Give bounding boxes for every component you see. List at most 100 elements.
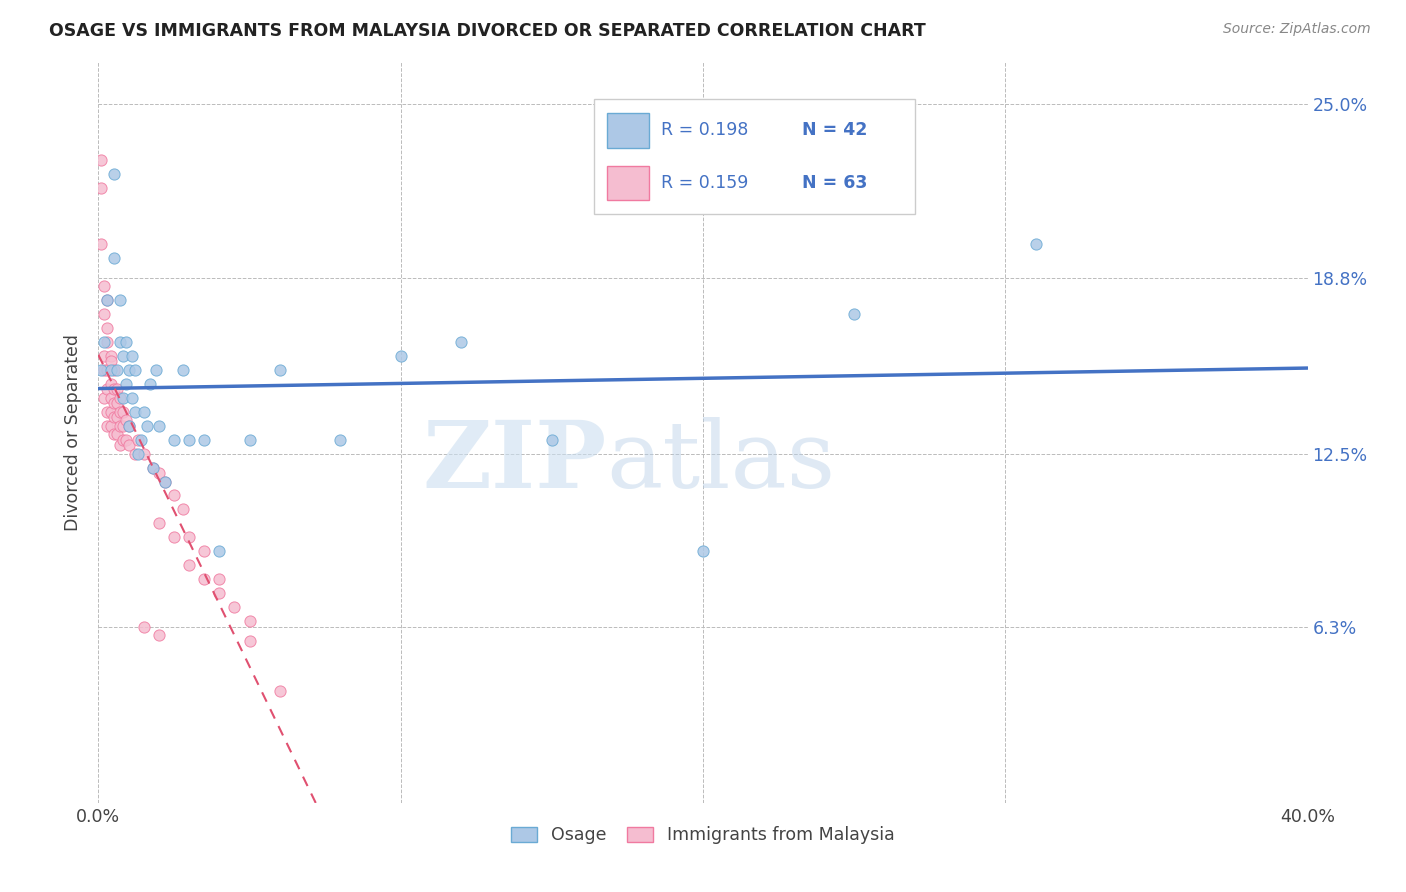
Point bbox=[208, 544, 231, 558]
Point bbox=[96, 405, 118, 419]
Point bbox=[105, 363, 128, 377]
Point bbox=[96, 363, 118, 377]
Point bbox=[93, 349, 115, 363]
Point bbox=[844, 307, 866, 321]
Point bbox=[540, 433, 562, 447]
Point bbox=[90, 181, 112, 195]
Point bbox=[269, 363, 291, 377]
Point bbox=[132, 405, 155, 419]
Point bbox=[103, 427, 125, 442]
Point bbox=[96, 418, 118, 433]
Point bbox=[1024, 237, 1046, 252]
Point bbox=[163, 530, 186, 544]
Point bbox=[179, 433, 201, 447]
Text: Source: ZipAtlas.com: Source: ZipAtlas.com bbox=[1223, 22, 1371, 37]
Point bbox=[148, 628, 170, 642]
Point bbox=[114, 376, 136, 391]
Point bbox=[208, 586, 231, 600]
Point bbox=[118, 418, 141, 433]
Point bbox=[114, 413, 136, 427]
Point bbox=[121, 349, 143, 363]
Point bbox=[96, 321, 118, 335]
Point bbox=[124, 446, 146, 460]
Point bbox=[108, 391, 131, 405]
Text: OSAGE VS IMMIGRANTS FROM MALAYSIA DIVORCED OR SEPARATED CORRELATION CHART: OSAGE VS IMMIGRANTS FROM MALAYSIA DIVORC… bbox=[49, 22, 927, 40]
Point bbox=[108, 293, 131, 307]
Point bbox=[179, 530, 201, 544]
Point bbox=[193, 433, 215, 447]
Point bbox=[108, 405, 131, 419]
Point bbox=[389, 349, 412, 363]
Point bbox=[148, 516, 170, 531]
Point bbox=[124, 405, 146, 419]
Point bbox=[103, 410, 125, 425]
Point bbox=[148, 418, 170, 433]
Point bbox=[93, 334, 115, 349]
Point bbox=[153, 475, 176, 489]
Point bbox=[103, 167, 125, 181]
Point bbox=[105, 410, 128, 425]
Point bbox=[239, 614, 262, 628]
Point bbox=[90, 237, 112, 252]
Point bbox=[93, 391, 115, 405]
Point bbox=[208, 572, 231, 586]
Point bbox=[118, 418, 141, 433]
Point bbox=[100, 391, 122, 405]
Point bbox=[111, 433, 134, 447]
Point bbox=[103, 363, 125, 377]
Point bbox=[96, 293, 118, 307]
Point bbox=[93, 307, 115, 321]
Point bbox=[124, 363, 146, 377]
Point bbox=[179, 558, 201, 573]
Legend: Osage, Immigrants from Malaysia: Osage, Immigrants from Malaysia bbox=[506, 822, 900, 850]
Point bbox=[148, 466, 170, 480]
Point bbox=[172, 502, 194, 516]
Point bbox=[118, 438, 141, 452]
Point bbox=[103, 251, 125, 265]
Point bbox=[127, 446, 149, 460]
Point bbox=[96, 382, 118, 396]
Point bbox=[100, 376, 122, 391]
Point bbox=[108, 334, 131, 349]
Point bbox=[93, 363, 115, 377]
Point bbox=[108, 418, 131, 433]
Point bbox=[100, 349, 122, 363]
Point bbox=[96, 334, 118, 349]
Point bbox=[132, 620, 155, 634]
Point bbox=[127, 433, 149, 447]
Point bbox=[139, 376, 162, 391]
Point bbox=[111, 349, 134, 363]
Point bbox=[114, 334, 136, 349]
Point bbox=[114, 433, 136, 447]
Point bbox=[105, 396, 128, 410]
Point bbox=[90, 153, 112, 168]
Point bbox=[105, 382, 128, 396]
Y-axis label: Divorced or Separated: Divorced or Separated bbox=[65, 334, 83, 531]
Point bbox=[450, 334, 472, 349]
Point bbox=[132, 446, 155, 460]
Point bbox=[142, 460, 165, 475]
Point bbox=[145, 363, 167, 377]
Point bbox=[111, 418, 134, 433]
Point bbox=[135, 418, 157, 433]
Point bbox=[111, 391, 134, 405]
Text: ZIP: ZIP bbox=[422, 417, 606, 508]
Point bbox=[121, 391, 143, 405]
Point bbox=[129, 433, 152, 447]
Point bbox=[224, 600, 246, 615]
Point bbox=[100, 354, 122, 368]
Point bbox=[105, 427, 128, 442]
Point bbox=[193, 572, 215, 586]
Point bbox=[239, 433, 262, 447]
Point bbox=[93, 279, 115, 293]
Point bbox=[193, 544, 215, 558]
Point bbox=[103, 396, 125, 410]
Point bbox=[153, 475, 176, 489]
Point bbox=[329, 433, 352, 447]
Point bbox=[172, 363, 194, 377]
Point bbox=[692, 544, 714, 558]
Point bbox=[142, 460, 165, 475]
Point bbox=[239, 633, 262, 648]
Point bbox=[163, 488, 186, 502]
Point bbox=[103, 382, 125, 396]
